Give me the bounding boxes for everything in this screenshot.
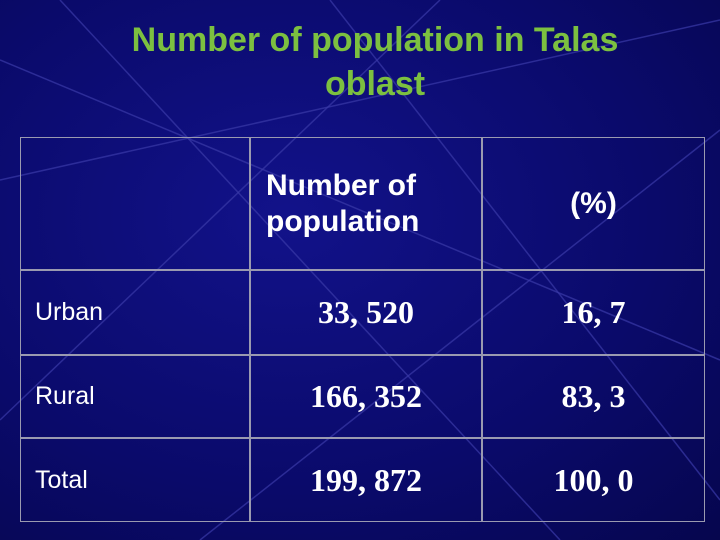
cell-text: 83, 3 xyxy=(561,378,626,414)
table-cell: Number of population xyxy=(250,137,482,270)
table-cell: 166, 352 xyxy=(250,355,482,438)
table-cell: 33, 520 xyxy=(250,270,482,355)
cell-text: 33, 520 xyxy=(318,294,414,330)
cell-text: (%) xyxy=(570,186,617,220)
table-cell: 100, 0 xyxy=(482,438,705,522)
table-cell: 83, 3 xyxy=(482,355,705,438)
cell-text: Rural xyxy=(35,382,95,410)
cell-text: 199, 872 xyxy=(310,461,422,498)
table-cell xyxy=(20,137,250,270)
table-cell: 199, 872 xyxy=(250,438,482,522)
cell-text: 166, 352 xyxy=(310,378,422,414)
cell-text: 16, 7 xyxy=(561,294,626,330)
cell-text: Number of population xyxy=(266,168,420,238)
table-cell: Urban xyxy=(20,270,250,355)
cell-text: Total xyxy=(35,465,88,494)
table-cell: Rural xyxy=(20,355,250,438)
table-cell: 16, 7 xyxy=(482,270,705,355)
table-cell: Total xyxy=(20,438,250,522)
cell-text: Urban xyxy=(35,298,104,326)
cell-text: 100, 0 xyxy=(553,461,634,498)
table-cell: (%) xyxy=(482,137,705,270)
slide-title: Number of population in Talas oblast xyxy=(131,21,619,103)
